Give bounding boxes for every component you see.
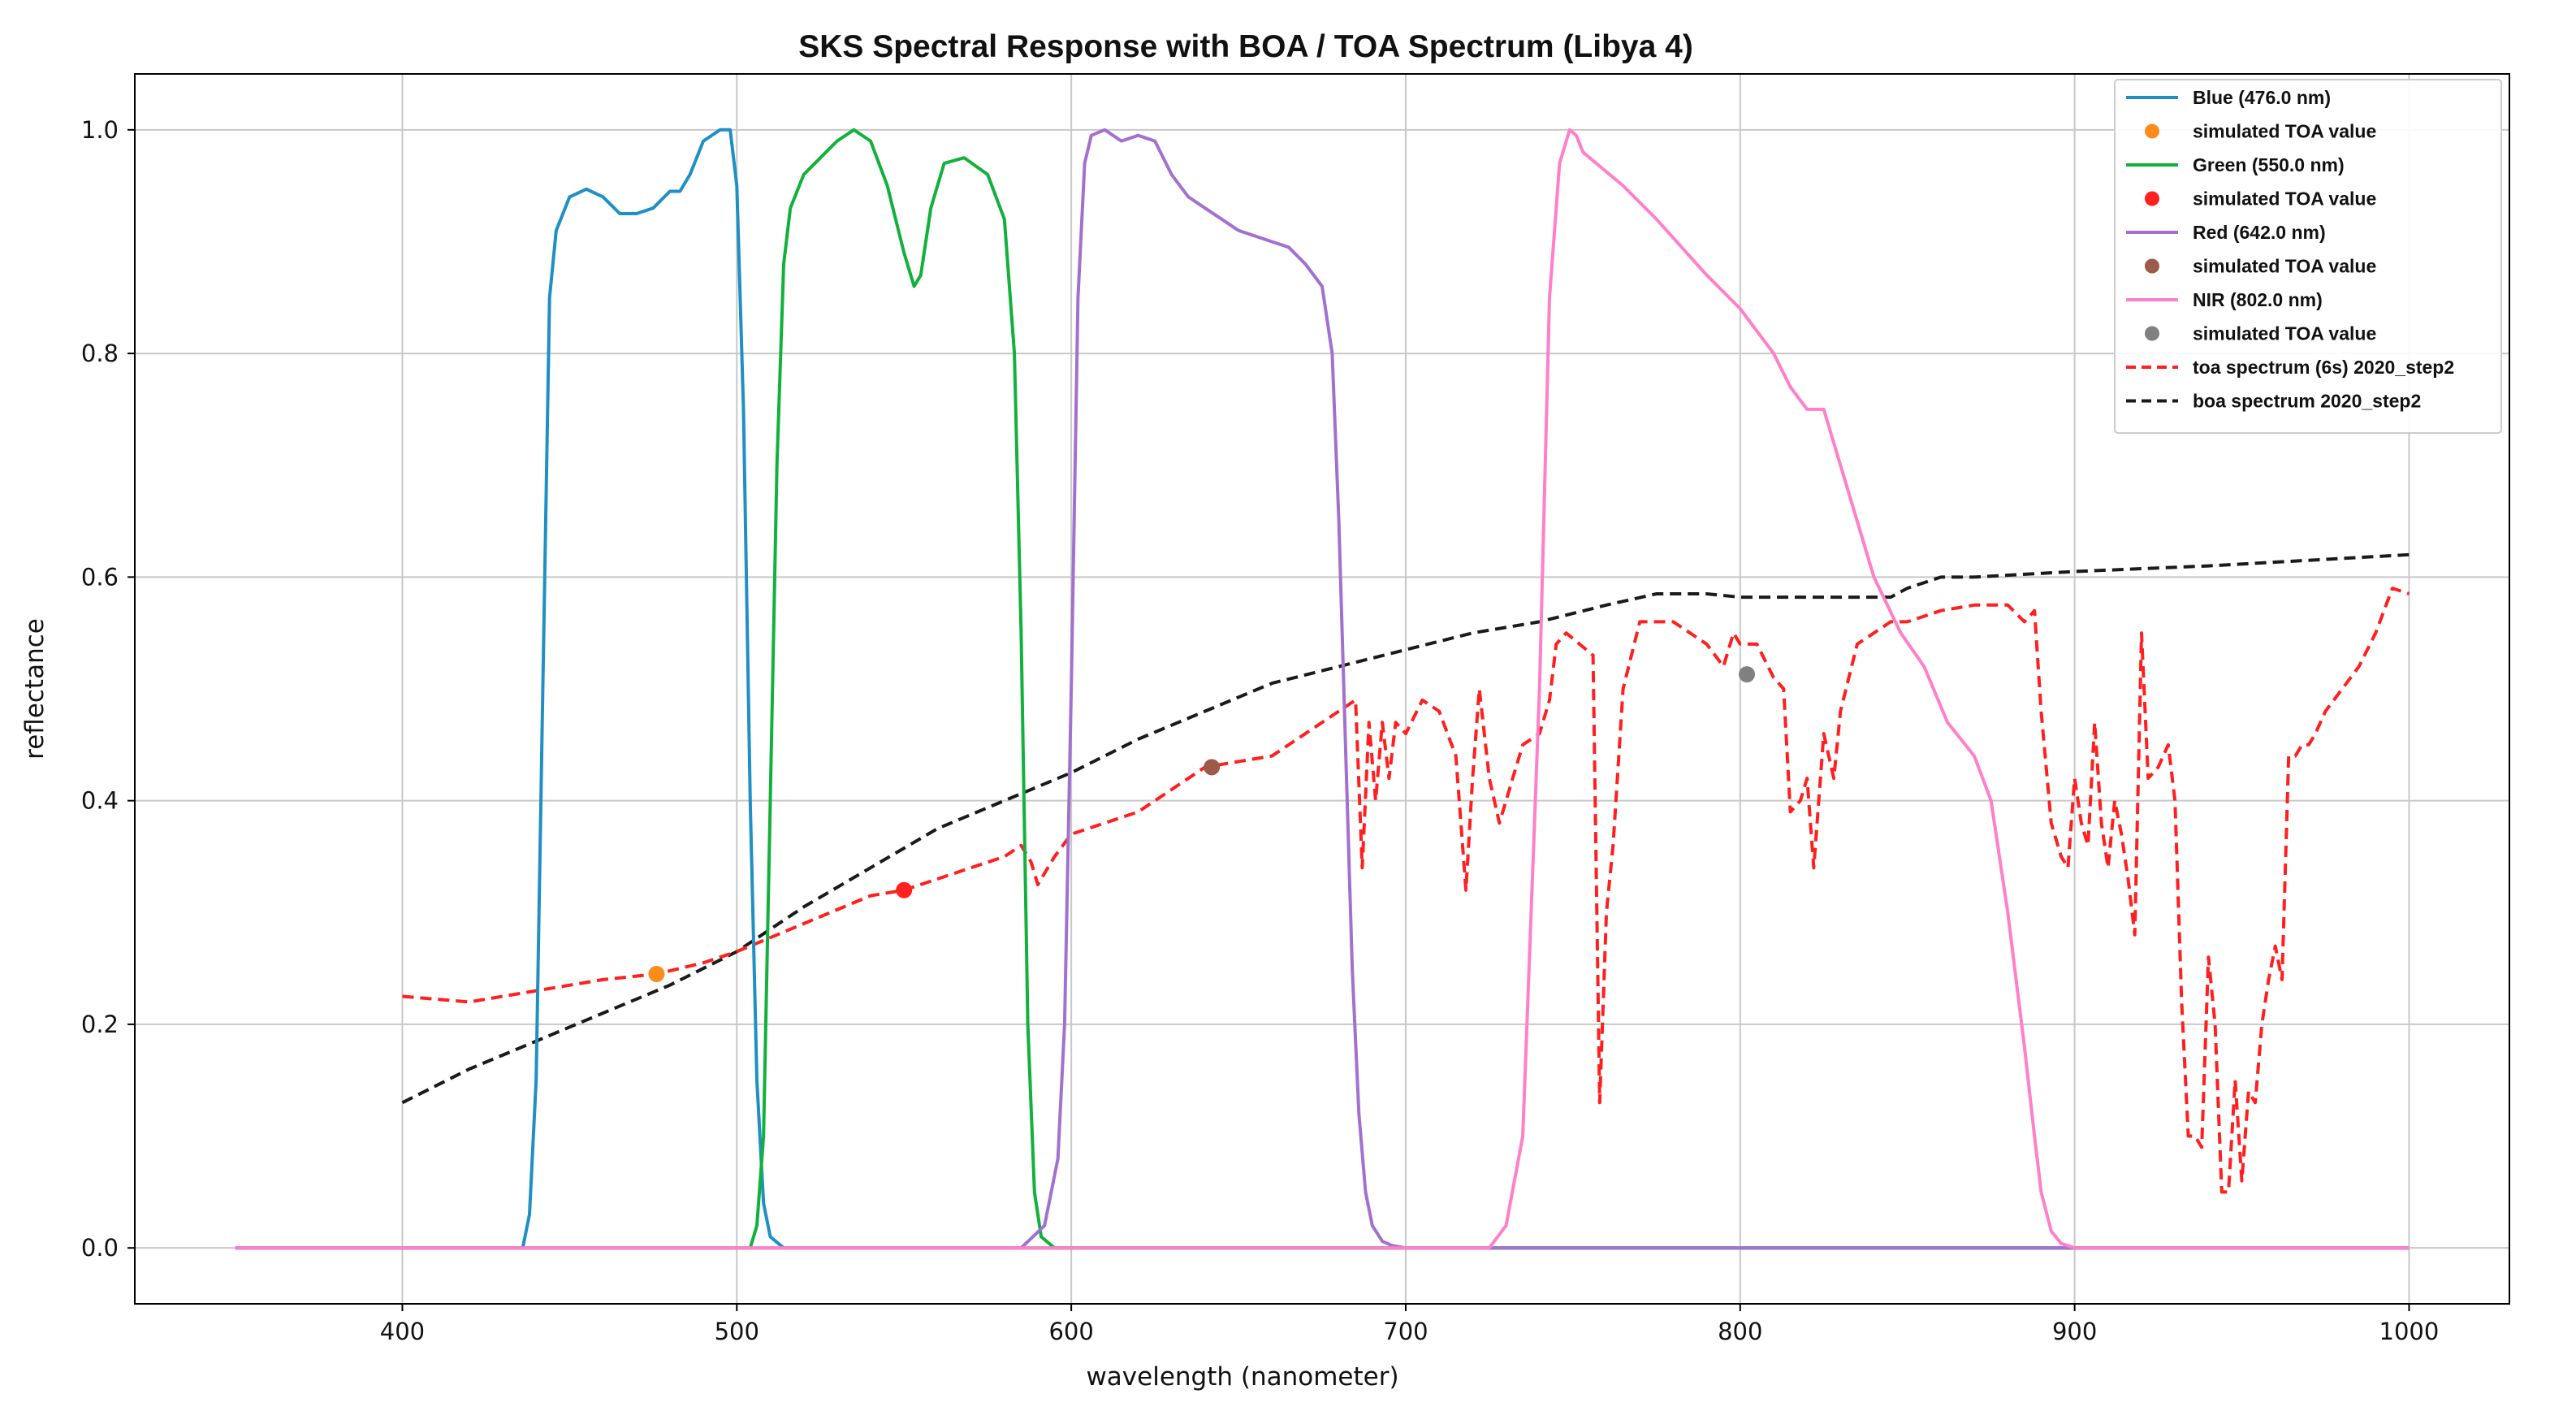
- x-tick-label: 900: [2052, 1318, 2097, 1345]
- x-axis-label: wavelength (nanometer): [1086, 1362, 1398, 1392]
- series-line-green: [235, 128, 2410, 1250]
- legend-label: simulated TOA value: [2193, 323, 2376, 344]
- points-layer: [648, 666, 1756, 982]
- series-line-nir: [235, 128, 2410, 1250]
- legend-label: boa spectrum 2020_step2: [2193, 391, 2421, 412]
- series-line-blue: [235, 128, 2410, 1250]
- series-line-toa: [402, 587, 2410, 1194]
- legend-label: Green (550.0 nm): [2193, 154, 2345, 175]
- y-axis-label: reflectance: [20, 618, 50, 760]
- legend-marker: [2145, 191, 2159, 206]
- x-tick-label: 1000: [2379, 1318, 2440, 1345]
- x-tick-label: 400: [380, 1318, 425, 1345]
- axes-layer: 400 500 600 700 800 900 1000 0.0 0.2 0.4 0.6 0.8 1.0: [81, 116, 2439, 1345]
- legend: Blue (476.0 nm) simulated TOA value Green …: [2114, 79, 2502, 434]
- legend-label: simulated TOA value: [2193, 256, 2376, 277]
- legend-box: [2114, 79, 2502, 434]
- legend-marker: [2145, 326, 2159, 341]
- series-layer: [235, 128, 2410, 1250]
- series-line-red: [235, 128, 2410, 1250]
- series-line-boa: [401, 552, 2410, 1105]
- legend-label: toa spectrum (6s) 2020_step2: [2193, 357, 2454, 378]
- y-tick-label: 0.4: [81, 787, 119, 815]
- toa-point-nir: [1739, 666, 1756, 683]
- grid: [135, 74, 2509, 1304]
- y-tick-label: 0.0: [81, 1234, 119, 1262]
- y-tick-label: 0.8: [81, 340, 119, 367]
- legend-label: simulated TOA value: [2193, 188, 2376, 210]
- toa-point-green: [896, 881, 913, 898]
- y-tick-label: 1.0: [81, 116, 119, 144]
- x-tick-label: 500: [715, 1318, 759, 1345]
- legend-marker: [2145, 123, 2159, 139]
- x-tick-label: 700: [1383, 1318, 1428, 1345]
- chart-title: SKS Spectral Response with BOA / TOA Spe…: [798, 29, 1693, 64]
- legend-label: Red (642.0 nm): [2193, 222, 2326, 243]
- legend-label: Blue (476.0 nm): [2193, 87, 2331, 108]
- x-tick-label: 800: [1718, 1318, 1762, 1345]
- x-tick-label: 600: [1048, 1318, 1093, 1345]
- plot-frame: [134, 73, 2510, 1305]
- y-tick-label: 0.2: [81, 1011, 119, 1038]
- toa-point-red: [1204, 759, 1221, 776]
- y-tick-label: 0.6: [81, 563, 119, 591]
- toa-point-blue: [648, 965, 665, 982]
- legend-label: NIR (802.0 nm): [2193, 289, 2323, 310]
- legend-label: simulated TOA value: [2193, 121, 2376, 142]
- legend-marker: [2145, 258, 2159, 274]
